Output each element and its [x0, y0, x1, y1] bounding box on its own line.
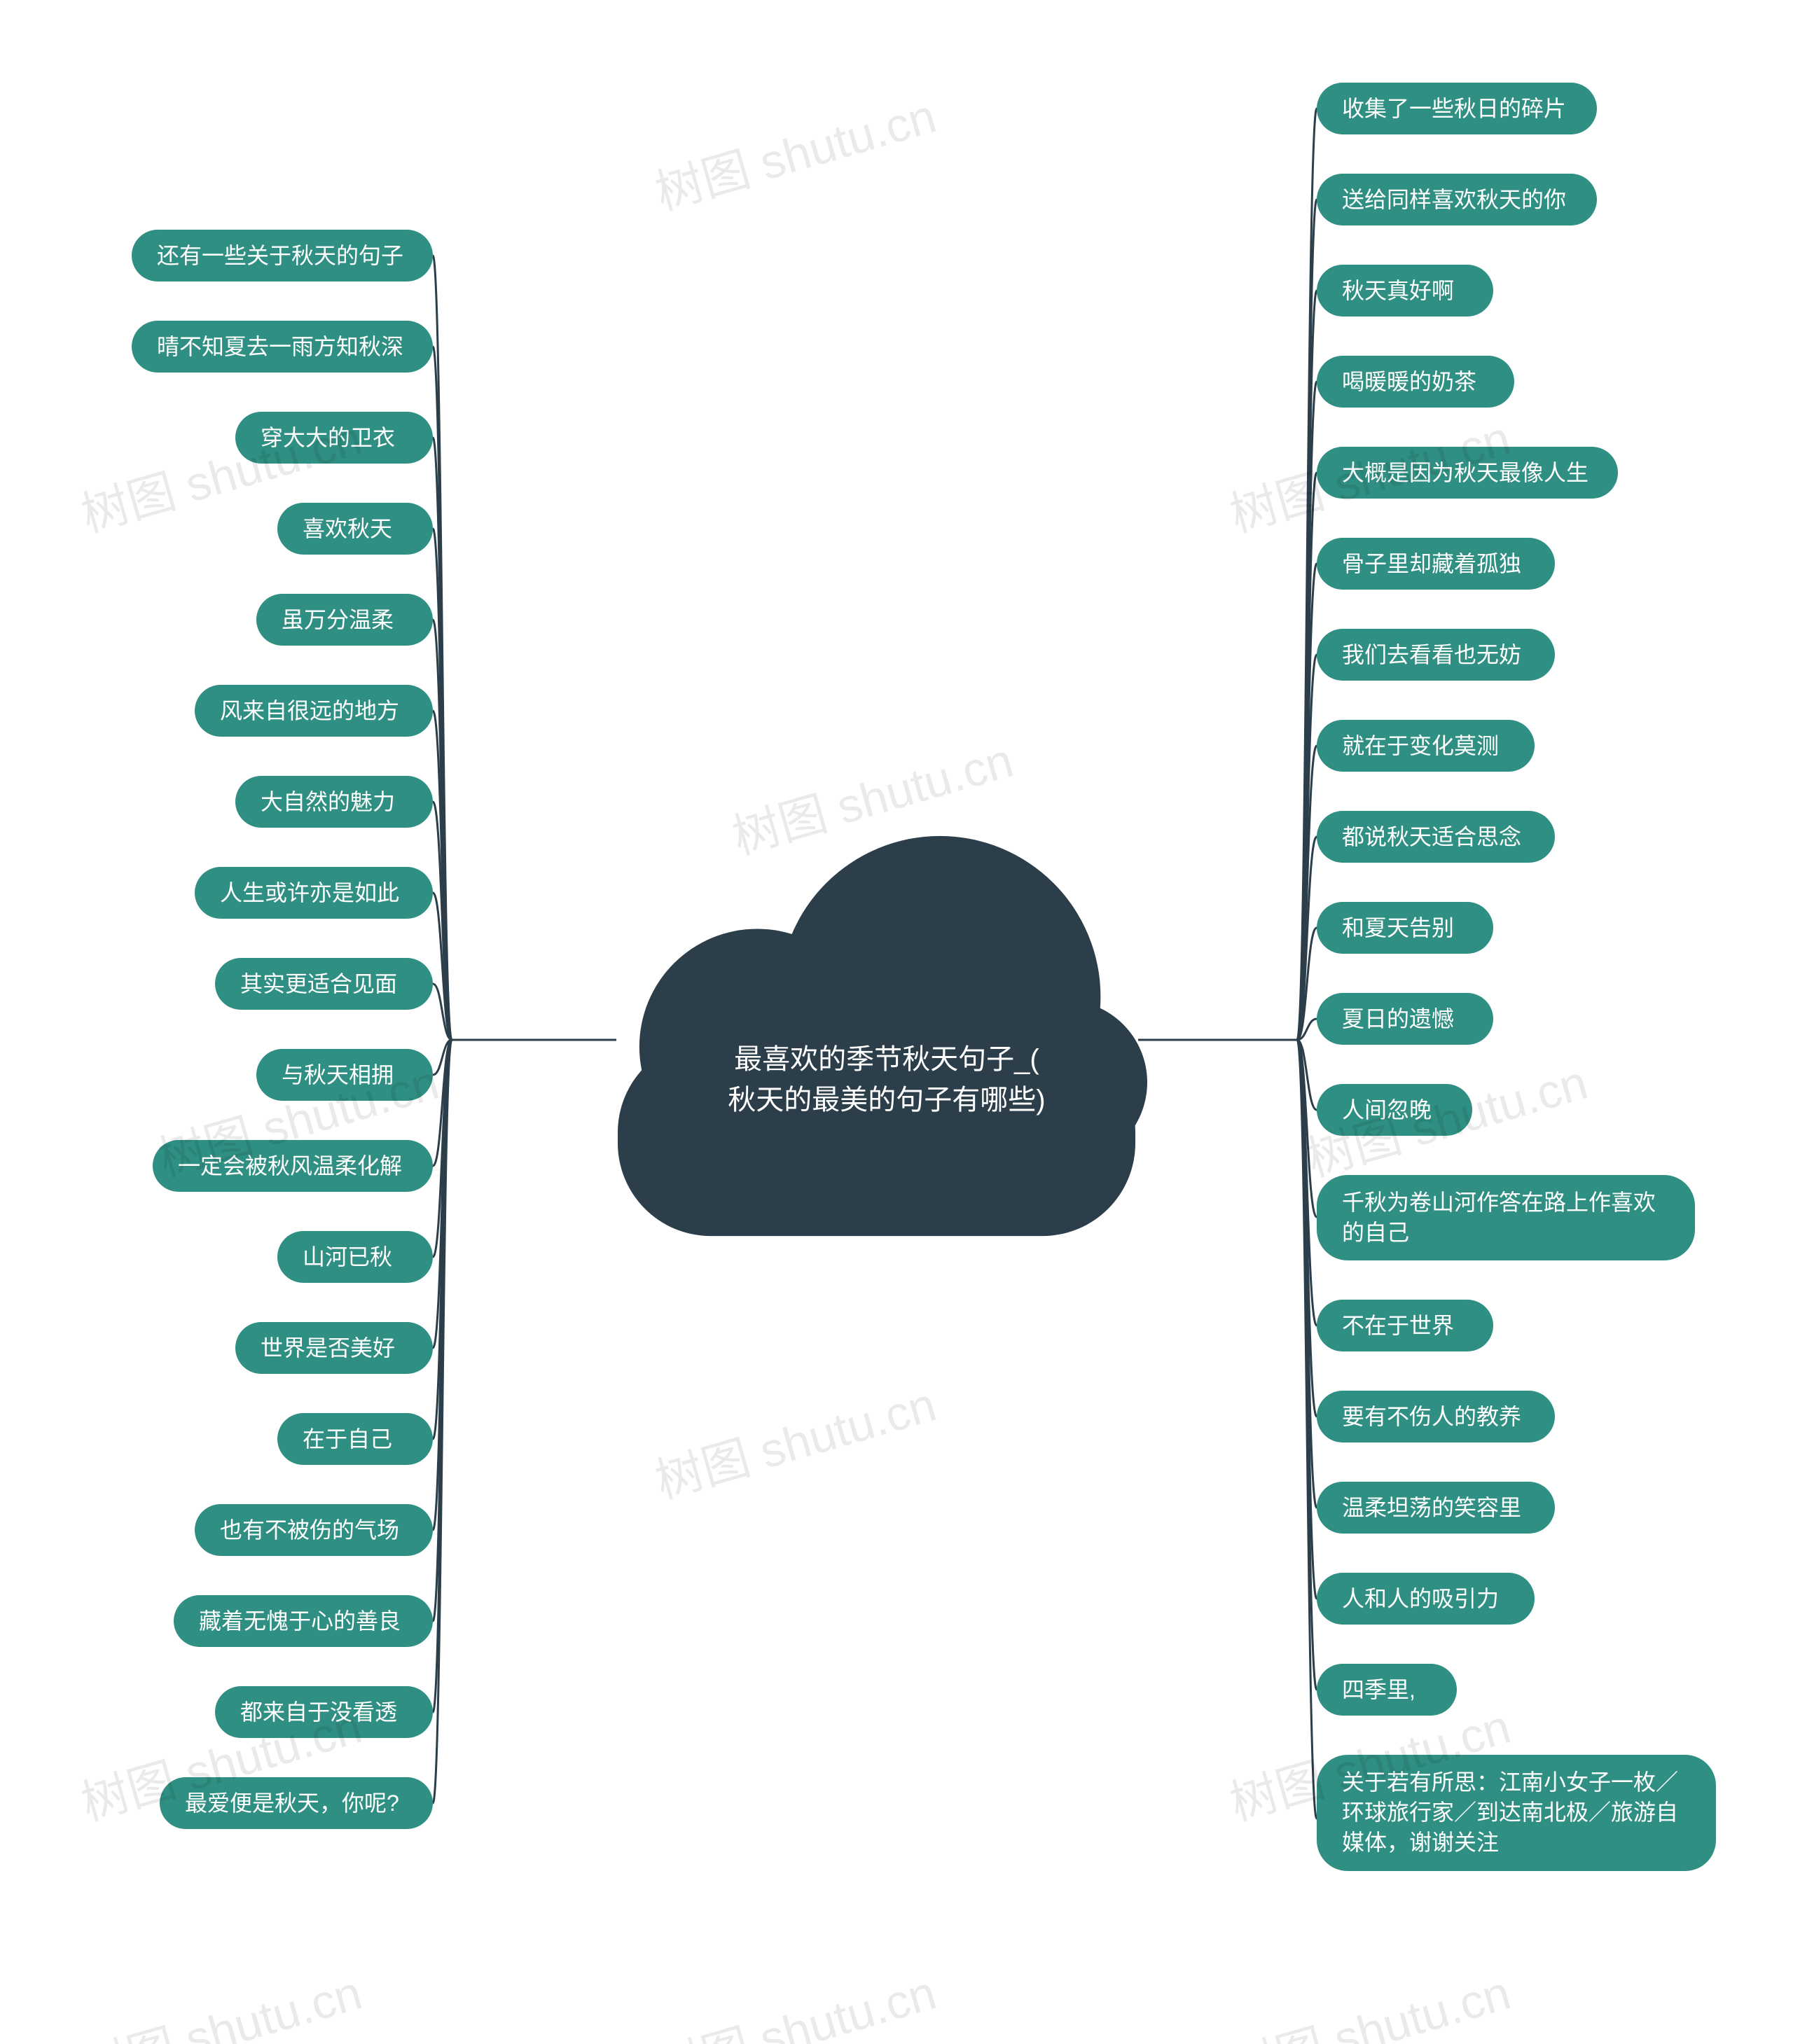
right-node: 大概是因为秋天最像人生 — [1317, 447, 1618, 499]
node-label: 就在于变化莫测 — [1342, 733, 1499, 758]
left-node: 人生或许亦是如此 — [195, 867, 433, 919]
right-node: 关于若有所思：江南小女子一枚／环球旅行家／到达南北极／旅游自媒体，谢谢关注 — [1317, 1755, 1716, 1871]
node-label: 山河已秋 — [303, 1244, 392, 1270]
node-label: 还有一些关于秋天的句子 — [157, 243, 403, 268]
node-label: 在于自己 — [303, 1426, 392, 1452]
node-label: 穿大大的卫衣 — [261, 425, 395, 450]
watermark: 树图 shutu.cn — [1221, 1954, 1517, 2044]
node-label: 送给同样喜欢秋天的你 — [1342, 187, 1566, 212]
right-node: 人间忽晚 — [1317, 1084, 1472, 1136]
right-node: 人和人的吸引力 — [1317, 1573, 1535, 1625]
node-label: 都来自于没看透 — [240, 1699, 397, 1725]
right-node: 四季里, — [1317, 1664, 1457, 1716]
watermark: 树图 shutu.cn — [646, 1365, 943, 1512]
node-label: 世界是否美好 — [261, 1335, 395, 1361]
node-label: 喝暖暖的奶茶 — [1342, 369, 1476, 394]
node-label: 大概是因为秋天最像人生 — [1342, 460, 1588, 485]
right-node: 骨子里却藏着孤独 — [1317, 538, 1555, 590]
node-label: 骨子里却藏着孤独 — [1342, 551, 1521, 576]
watermark: 树图 shutu.cn — [646, 1954, 943, 2044]
central-node: 最喜欢的季节秋天句子_(秋天的最美的句子有哪些) — [725, 1036, 1048, 1118]
node-label: 风来自很远的地方 — [220, 698, 399, 723]
left-node: 最爱便是秋天，你呢? — [160, 1777, 433, 1829]
right-node: 收集了一些秋日的碎片 — [1317, 83, 1597, 134]
central-title-line2: 秋天的最美的句子有哪些) — [725, 1077, 1048, 1118]
left-node: 穿大大的卫衣 — [235, 412, 433, 464]
watermark-text: 树图 shutu.cn — [650, 1378, 942, 1509]
left-node: 藏着无愧于心的善良 — [174, 1595, 433, 1647]
node-label: 温柔坦荡的笑容里 — [1342, 1495, 1521, 1520]
node-label: 要有不伤人的教养 — [1342, 1404, 1521, 1429]
node-label: 夏日的遗憾 — [1342, 1006, 1454, 1031]
left-node: 虽万分温柔 — [256, 594, 433, 646]
right-node: 和夏天告别 — [1317, 902, 1493, 954]
node-label: 人间忽晚 — [1342, 1097, 1432, 1122]
left-node: 一定会被秋风温柔化解 — [153, 1140, 433, 1192]
right-node: 夏日的遗憾 — [1317, 993, 1493, 1045]
node-label: 我们去看看也无妨 — [1342, 642, 1521, 667]
left-node: 大自然的魅力 — [235, 776, 433, 828]
left-node: 山河已秋 — [277, 1231, 433, 1283]
right-node: 送给同样喜欢秋天的你 — [1317, 174, 1597, 225]
watermark-text: 树图 shutu.cn — [1224, 1966, 1516, 2044]
watermark: 树图 shutu.cn — [646, 77, 943, 223]
central-title-line1: 最喜欢的季节秋天句子_( — [725, 1036, 1048, 1077]
node-label: 也有不被伤的气场 — [220, 1517, 399, 1543]
right-node: 千秋为卷山河作答在路上作喜欢的自己 — [1317, 1175, 1695, 1260]
node-label: 和夏天告别 — [1342, 915, 1454, 940]
node-label: 四季里, — [1342, 1677, 1415, 1702]
left-node: 都来自于没看透 — [215, 1686, 433, 1738]
mindmap-canvas: 最喜欢的季节秋天句子_(秋天的最美的句子有哪些) 还有一些关于秋天的句子晴不知夏去… — [0, 0, 1793, 2044]
node-label: 晴不知夏去一雨方知秋深 — [157, 334, 403, 359]
node-label: 不在于世界 — [1342, 1313, 1454, 1338]
node-label: 与秋天相拥 — [282, 1062, 394, 1087]
right-node: 秋天真好啊 — [1317, 265, 1493, 317]
left-node: 喜欢秋天 — [277, 503, 433, 555]
left-node: 风来自很远的地方 — [195, 685, 433, 737]
node-label: 其实更适合见面 — [240, 971, 397, 996]
right-node: 就在于变化莫测 — [1317, 720, 1535, 772]
node-label: 大自然的魅力 — [261, 789, 395, 814]
node-label: 藏着无愧于心的善良 — [199, 1608, 401, 1634]
node-label: 一定会被秋风温柔化解 — [178, 1153, 402, 1179]
left-node: 世界是否美好 — [235, 1322, 433, 1374]
right-node: 都说秋天适合思念 — [1317, 811, 1555, 863]
watermark-text: 树图 shutu.cn — [650, 90, 942, 221]
node-label: 都说秋天适合思念 — [1342, 824, 1521, 849]
left-node: 与秋天相拥 — [256, 1049, 433, 1101]
node-label: 虽万分温柔 — [282, 607, 394, 632]
node-label: 千秋为卷山河作答在路上作喜欢的自己 — [1342, 1190, 1656, 1245]
watermark-text: 树图 shutu.cn — [727, 734, 1019, 865]
right-node: 要有不伤人的教养 — [1317, 1391, 1555, 1442]
left-node: 其实更适合见面 — [215, 958, 433, 1010]
right-node: 我们去看看也无妨 — [1317, 629, 1555, 681]
watermark-text: 树图 shutu.cn — [76, 1966, 368, 2044]
left-node: 在于自己 — [277, 1413, 433, 1465]
left-node: 还有一些关于秋天的句子 — [132, 230, 433, 281]
node-label: 人和人的吸引力 — [1342, 1586, 1499, 1611]
watermark: 树图 shutu.cn — [724, 721, 1020, 868]
node-label: 收集了一些秋日的碎片 — [1342, 96, 1566, 121]
node-label: 秋天真好啊 — [1342, 278, 1454, 303]
node-label: 喜欢秋天 — [303, 516, 392, 541]
node-label: 关于若有所思：江南小女子一枚／环球旅行家／到达南北极／旅游自媒体，谢谢关注 — [1342, 1770, 1678, 1855]
node-label: 最爱便是秋天，你呢? — [185, 1791, 399, 1816]
right-node: 不在于世界 — [1317, 1300, 1493, 1351]
node-label: 人生或许亦是如此 — [220, 880, 399, 905]
left-node: 晴不知夏去一雨方知秋深 — [132, 321, 433, 373]
watermark: 树图 shutu.cn — [72, 1954, 368, 2044]
left-node: 也有不被伤的气场 — [195, 1504, 433, 1556]
watermark-text: 树图 shutu.cn — [650, 1966, 942, 2044]
right-node: 喝暖暖的奶茶 — [1317, 356, 1514, 408]
right-node: 温柔坦荡的笑容里 — [1317, 1482, 1555, 1534]
